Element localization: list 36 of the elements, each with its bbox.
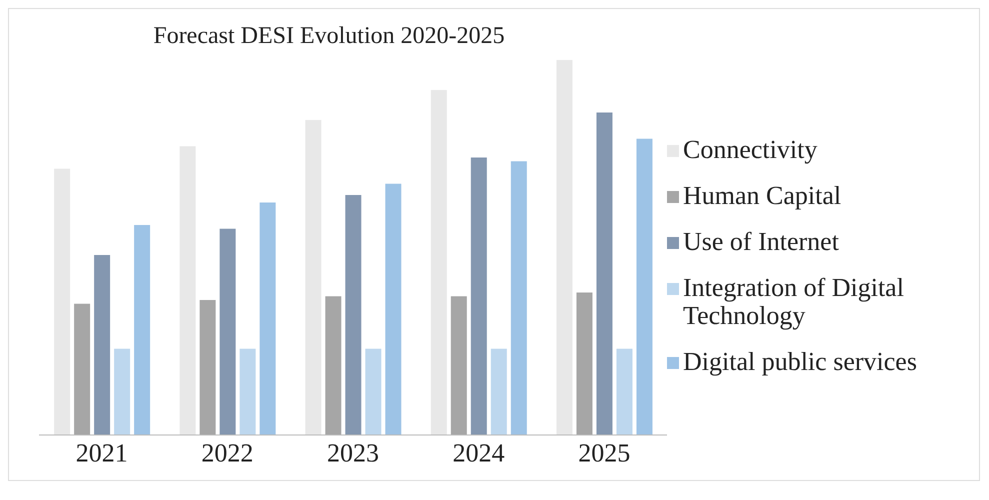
bar <box>200 300 216 435</box>
bar <box>385 184 402 435</box>
bar <box>94 255 110 435</box>
legend-label: Human Capital <box>683 181 842 210</box>
bar <box>616 348 632 435</box>
x-tick-label: 2025 <box>578 438 630 468</box>
x-tick-label: 2024 <box>452 438 505 468</box>
legend-label: Use of Internet <box>683 227 839 256</box>
bar <box>74 304 90 435</box>
bar <box>345 195 362 435</box>
x-tick-label: 2023 <box>327 438 379 468</box>
bar <box>325 296 342 435</box>
bar <box>54 168 70 435</box>
bar <box>180 146 196 435</box>
legend-label: Digital public services <box>683 347 917 376</box>
bar <box>636 138 652 435</box>
bar <box>556 60 572 435</box>
bar <box>510 161 527 435</box>
bar <box>134 225 150 435</box>
bar <box>365 348 382 435</box>
bar <box>305 120 322 435</box>
bar <box>596 112 612 435</box>
x-tick-label: 2021 <box>76 438 128 468</box>
bar <box>490 348 507 435</box>
bar <box>240 348 256 435</box>
bar <box>260 202 276 435</box>
bar <box>430 90 447 435</box>
chart-title: Forecast DESI Evolution 2020-2025 <box>152 22 506 50</box>
x-tick-label: 2022 <box>201 438 254 468</box>
legend-label: Integration of Digital Technology <box>683 273 905 330</box>
bar <box>470 158 487 435</box>
bar <box>114 348 130 435</box>
bar <box>450 296 467 435</box>
legend-label: Connectivity <box>683 135 818 164</box>
bar <box>220 228 236 435</box>
bar <box>576 292 592 435</box>
